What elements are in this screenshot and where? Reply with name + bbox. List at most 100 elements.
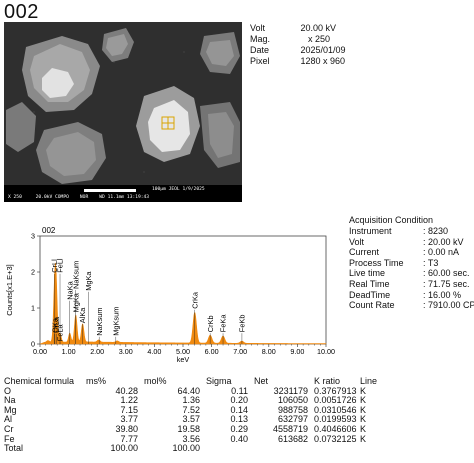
- acquisition-heading: Acquisition Condition: [349, 215, 434, 225]
- table-cell: 64.40: [177, 385, 200, 396]
- acquisition-key: Current: [349, 247, 380, 258]
- acquisition-row: Real Time: 71.75 sec.: [349, 279, 470, 290]
- y-tick-label: 0: [31, 340, 35, 349]
- table-cell: 7.15: [120, 404, 138, 415]
- acquisition-row: Process Time : T3: [349, 258, 438, 269]
- table-cell: 1.36: [182, 395, 200, 406]
- peak-label: MgKa: [71, 292, 80, 312]
- eds-spectrum-chart: 002 0.00 1.00 2.00 3.00 4.00 5.00 6.00 7.00 8.00 9…: [6, 226, 335, 364]
- x-axis-label: keV: [177, 355, 190, 364]
- y-tick-label: 3: [31, 232, 35, 241]
- table-cell: K: [360, 404, 367, 415]
- table-cell: 7.77: [120, 433, 138, 444]
- table-row: O 40.28 64.40 0.11 3231179 0.3767913 K: [4, 385, 400, 397]
- table-cell: 0.20: [230, 395, 248, 406]
- acquisition-key: DeadTime: [349, 289, 391, 300]
- table-cell: 0.4046606: [314, 423, 357, 434]
- table-cell: Na: [4, 395, 16, 406]
- table-cell: 0.0732125: [314, 433, 357, 444]
- spectrum-series: [39, 262, 327, 345]
- x-tick-label: 2.00: [90, 347, 104, 356]
- x-tick-label: 9.00: [290, 347, 304, 356]
- sem-micrograph: 100μm JEOL 1/9/2025 X 250 20.0kV COMPO N…: [4, 22, 242, 202]
- table-cell: K: [360, 423, 367, 434]
- y-axis-label: Counts[x1.E+3]: [6, 264, 14, 316]
- meta-row-date: Date 2025/01/09: [250, 45, 346, 56]
- acquisition-value: : T3: [423, 257, 439, 268]
- table-cell: 0.3767913: [314, 385, 357, 396]
- peak-label: CrKb: [206, 315, 215, 332]
- x-tick-label: 10.00: [317, 347, 335, 356]
- acquisition-value: : 60.00 sec.: [423, 268, 470, 279]
- meta-key: Date: [250, 45, 270, 55]
- meta-value: x 250: [300, 34, 331, 44]
- table-cell: Total: [4, 443, 24, 454]
- table-cell: Cr: [4, 423, 14, 434]
- table-row: Al 3.77 3.57 0.13 632797 0.0199593 K: [4, 415, 400, 425]
- table-cell: 0.11: [231, 385, 248, 396]
- acquisition-value: : 0.00 nA: [423, 247, 460, 258]
- acquisition-value: : 16.00 %: [423, 289, 462, 300]
- table-cell: 3.77: [120, 414, 138, 425]
- table-cell: [254, 444, 314, 454]
- chart-title: 002: [42, 226, 56, 235]
- table-cell: 632797: [277, 414, 308, 425]
- table-cell: 4558719: [272, 423, 308, 434]
- table-cell: 1.22: [120, 395, 138, 406]
- table-cell: K: [360, 433, 367, 444]
- acquisition-key: Count Rate: [349, 300, 395, 311]
- col-header: Chemical formula: [4, 376, 75, 386]
- table-row: Na 1.22 1.36 0.20 106050 0.0051726 K: [4, 396, 400, 406]
- meta-key: Pixel: [250, 56, 270, 66]
- col-header: Net: [254, 376, 269, 386]
- table-cell: 40.28: [115, 385, 138, 396]
- acquisition-value: : 7910.00 CPS: [423, 300, 474, 311]
- x-tick-label: 7.00: [233, 347, 247, 356]
- meta-value: 20.00 kV: [300, 23, 337, 33]
- peak-label: NaKsum: [95, 307, 104, 335]
- table-cell: 3.57: [182, 414, 200, 425]
- instrument-brand: JEOL: [168, 187, 180, 192]
- table-cell: 613682: [277, 433, 308, 444]
- table-cell: K: [360, 395, 367, 406]
- meta-value: 1280 x 960: [300, 56, 346, 66]
- table-cell: K: [360, 414, 367, 425]
- table-cell: 0.14: [230, 404, 248, 415]
- acquisition-row: DeadTime : 16.00 %: [349, 290, 461, 301]
- table-cell: O: [4, 385, 12, 396]
- table-cell: [360, 444, 400, 454]
- meta-key: Volt: [250, 23, 266, 33]
- meta-row-volt: Volt 20.00 kV: [250, 23, 336, 34]
- table-row: Fe 7.77 3.56 0.40 613682 0.0732125 K: [4, 433, 400, 445]
- table-row: Mg 7.15 7.52 0.14 988758 0.0310546 K: [4, 404, 400, 416]
- table-cell: 7.52: [182, 404, 200, 415]
- peak-label: MgKa: [84, 271, 93, 291]
- acquisition-value: : 71.75 sec.: [423, 279, 470, 289]
- meta-value: 2025/01/09: [300, 45, 346, 55]
- peak-label: AlKa: [78, 307, 87, 324]
- acquisition-value: : 20.00 kV: [423, 236, 464, 247]
- table-row: Cr 39.80 19.58 0.29 4558719 0.4046606 K: [4, 423, 400, 435]
- table-cell: 0.0199593: [314, 414, 357, 425]
- table-cell: 0.0310546: [314, 404, 357, 415]
- peak-label: NaKsum: [71, 261, 80, 289]
- acquisition-row: Instrument: 8230: [349, 226, 448, 237]
- col-header: Line: [360, 376, 378, 386]
- table-cell: 0.13: [230, 414, 248, 425]
- acquisition-row: Live time : 60.00 sec.: [349, 268, 470, 279]
- scale-label: 100μm: [152, 187, 166, 192]
- caption-line: X 250 20.0kV COMPO NOR WD 11.1mm 13:19:4…: [8, 195, 150, 200]
- acquisition-key: Live time: [349, 268, 386, 279]
- acquisition-key: Process Time: [349, 257, 404, 268]
- x-tick-label: 6.00: [205, 347, 219, 356]
- table-cell: 3.56: [182, 433, 200, 444]
- peak-label: MgKsum: [111, 307, 120, 336]
- peak-label: FeLl: [56, 258, 65, 273]
- x-tick-label: 3.00: [119, 347, 133, 356]
- col-header: mol%: [144, 376, 167, 386]
- table-cell: [206, 444, 254, 454]
- x-tick-label: 4.00: [147, 347, 161, 356]
- capture-date: 1/9/2025: [182, 187, 205, 192]
- acquisition-key: Instrument: [349, 226, 392, 236]
- table-cell: 0.40: [230, 433, 248, 444]
